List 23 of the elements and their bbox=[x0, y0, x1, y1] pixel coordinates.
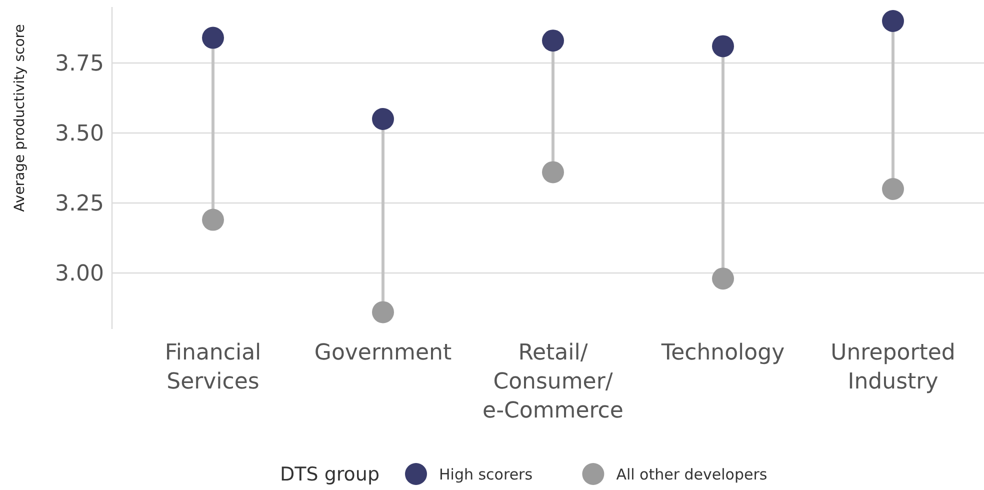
point bbox=[372, 301, 394, 324]
x-tick-label: Unreported Industry bbox=[830, 340, 956, 395]
y-axis-title: Average productivity score bbox=[12, 24, 28, 212]
y-tick-label: 3.00 bbox=[55, 262, 104, 287]
point bbox=[882, 10, 904, 32]
x-tick-label: Financial Services bbox=[164, 340, 262, 395]
x-tick-label: Retail/Consumer/e-Commerce bbox=[482, 340, 624, 424]
point bbox=[542, 30, 564, 52]
y-tick-label: 3.75 bbox=[55, 52, 104, 77]
point bbox=[202, 26, 224, 49]
legend-label: High scorers bbox=[439, 465, 533, 484]
y-tick-label: 3.25 bbox=[55, 192, 104, 217]
x-tick-label: Government bbox=[314, 340, 452, 366]
legend-title: DTS group bbox=[280, 464, 380, 486]
point bbox=[372, 108, 394, 130]
y-tick-label: 3.50 bbox=[55, 122, 104, 147]
point bbox=[882, 178, 904, 200]
x-tick-label: Technology bbox=[660, 340, 785, 366]
point bbox=[202, 208, 224, 231]
point bbox=[542, 161, 564, 184]
point bbox=[712, 268, 734, 290]
point bbox=[712, 35, 734, 58]
legend-label: All other developers bbox=[616, 465, 768, 484]
